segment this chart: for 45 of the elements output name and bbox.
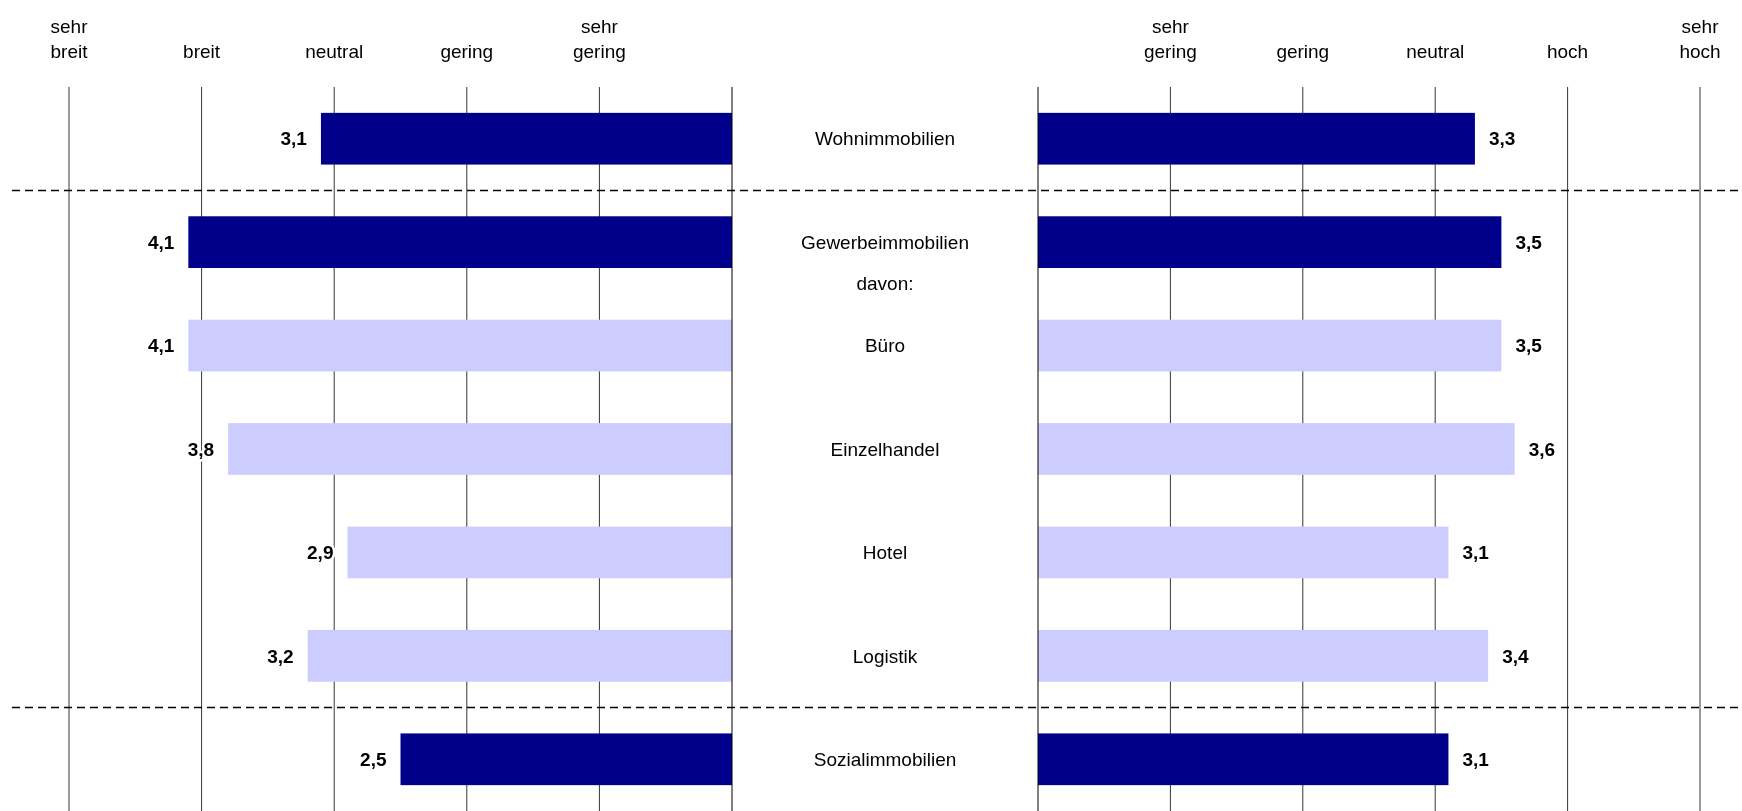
text: neutral [305,41,364,62]
text: sehr breit [50,16,89,62]
y-tick-label: Einzelhandel [830,438,940,460]
data-label: 3,5 [1515,335,1543,357]
y-tick-label: Logistik [852,645,918,667]
text: davon: [856,273,914,295]
bar [1038,423,1515,475]
bar [1038,216,1502,268]
data-label: 4,1 [147,231,175,253]
data-label: 3,5 [1515,231,1543,253]
bar [320,112,732,165]
data-label: 3,1 [280,128,308,150]
y-tick-label: Wohnimmobilien [814,128,956,150]
bar [400,733,732,786]
text: hoch [1547,41,1589,62]
y-tick-label: Sozialimmobilien [813,748,957,770]
text: sehr hoch [1679,16,1721,62]
y-tick-label: Büro [864,335,906,357]
data-label: 2,9 [307,542,334,564]
text: gering [1276,41,1330,62]
bar [1038,630,1489,682]
bar [1038,733,1449,786]
bar [1038,526,1449,579]
data-label: 3,1 [1462,748,1490,770]
text: neutral [1406,41,1465,62]
bar [188,319,732,372]
text: sehr gering [572,16,626,62]
y-tick-label: Hotel [862,542,908,564]
bar [228,423,732,475]
y-tick-label: Gewerbeimmobilien [801,231,969,253]
data-label: 4,1 [147,335,175,357]
text: gering [440,41,494,62]
data-label: 3,4 [1502,645,1530,667]
bar [347,526,732,579]
bar [307,630,732,682]
data-label: 2,5 [360,748,387,770]
data-label: 3,2 [267,645,294,667]
data-label: 3,3 [1488,128,1516,150]
text: breit [183,41,221,62]
text: sehr gering [1143,16,1197,62]
bar [188,216,732,268]
bar [1038,319,1502,372]
data-label: 3,6 [1528,438,1556,460]
bar [1038,112,1475,165]
data-label: 3,1 [1462,542,1490,564]
